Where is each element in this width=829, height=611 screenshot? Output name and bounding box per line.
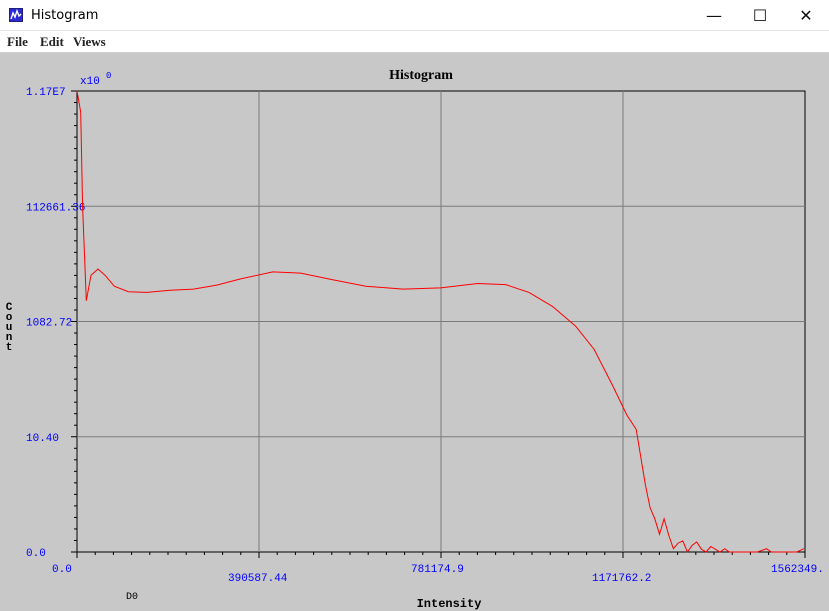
histogram-chart: 0.0 10.40 1082.72 112661.36 1.17E7 0.0 390587.…	[6, 68, 824, 611]
y-axis-label-char: t	[6, 342, 13, 354]
close-button[interactable]: ✕	[799, 6, 813, 25]
x-tick-label: 0.0	[52, 564, 72, 576]
y-axis-label-char: C	[6, 302, 13, 314]
title-bar: Histogram — ☐ ✕	[0, 0, 829, 31]
window-title: Histogram	[31, 8, 99, 23]
x-tick-label: 1562349.	[771, 564, 824, 576]
menu-views[interactable]: Views	[73, 34, 106, 49]
histogram-series-line	[76, 90, 805, 554]
menu-file[interactable]: File	[7, 34, 28, 49]
menu-bar: File Edit Views	[0, 31, 829, 53]
y-tick-label: 10.40	[26, 433, 59, 445]
y-tick-label: 1082.72	[26, 318, 72, 330]
x-tick-label: 1171762.2	[592, 573, 651, 585]
y-axis-label-char: u	[6, 322, 13, 334]
y-tick-label: 0.0	[26, 548, 46, 560]
maximize-button[interactable]: ☐	[752, 6, 768, 25]
x-multiplier-label: x10	[80, 76, 100, 88]
x-axis-label: Intensity	[417, 597, 482, 611]
y-tick-label: 1.17E7	[26, 87, 66, 99]
x-multiplier-exponent: 0	[106, 71, 111, 81]
chart-icon	[9, 8, 23, 22]
y-axis-label-char: o	[6, 312, 13, 324]
y-tick-label: 112661.36	[26, 202, 85, 214]
stray-label: D0	[126, 592, 138, 603]
y-axis-label-char: n	[6, 332, 13, 344]
menu-edit[interactable]: Edit	[40, 34, 64, 49]
x-tick-label: 390587.44	[228, 573, 288, 585]
plot-area: 0.0 10.40 1082.72 112661.36 1.17E7 0.0 390587.…	[0, 53, 829, 611]
chart-title: Histogram	[389, 68, 453, 83]
x-tick-label: 781174.9	[411, 564, 464, 576]
minimize-button[interactable]: —	[706, 6, 722, 25]
